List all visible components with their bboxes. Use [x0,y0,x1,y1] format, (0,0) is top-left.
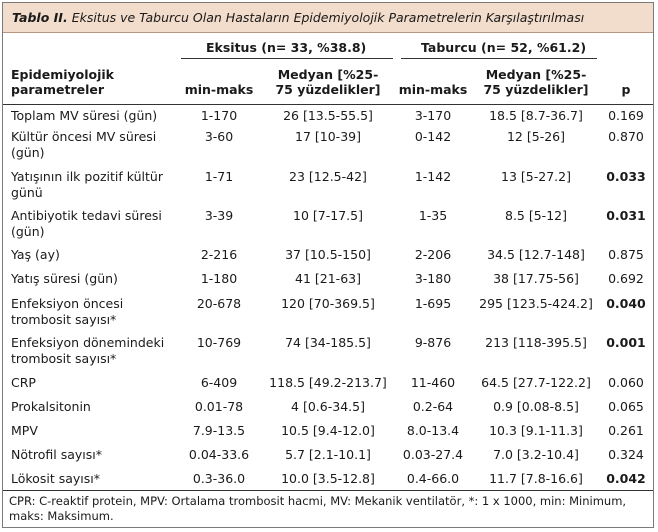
cell-median-eksitus: 37 [10.5-150] [285,247,371,262]
cell-range-taburcu: 0.2-64 [412,399,454,414]
cell-range-eksitus: 1-71 [204,169,234,184]
cell-range-eksitus: 20-678 [196,296,242,311]
cell-p-value: 0.065 [608,399,644,414]
cell-range-eksitus: 0.01-78 [194,399,244,414]
cell-range-taburcu: 2-206 [414,247,452,262]
cell-median-eksitus: 4 [0.6-34.5] [291,399,365,414]
cell-median-eksitus: 10 [7-17.5] [293,208,363,223]
header-range-taburcu: min-maks [398,82,468,97]
cell-range-eksitus: 1-170 [200,108,238,123]
cell-parameter-name: Yatış süresi (gün) [11,271,118,286]
cell-p-value: 0.324 [608,447,644,462]
cell-range-eksitus: 3-39 [204,208,234,223]
cell-range-eksitus: 0.04-33.6 [188,447,250,462]
cell-median-taburcu: 7.0 [3.2-10.4] [493,447,579,462]
cell-parameter-name: CRP [11,375,36,390]
cell-range-taburcu: 1-142 [414,169,452,184]
cell-range-eksitus: 6-409 [200,375,238,390]
cell-median-eksitus: 10.5 [9.4-12.0] [281,423,375,438]
cell-p-value: 0.042 [606,471,646,486]
cell-range-taburcu: 8.0-13.4 [406,423,460,438]
cell-median-taburcu: 38 [17.75-56] [493,271,579,286]
cell-range-taburcu: 1-695 [414,296,452,311]
cell-parameter-name: Prokalsitonin [11,399,91,414]
cell-median-eksitus: 74 [34-185.5] [285,335,371,350]
cell-parameter-name: MPV [11,423,38,438]
header-range-eksitus: min-maks [184,82,254,97]
group-taburcu-underline [401,58,597,59]
cell-median-taburcu: 18.5 [8.7-36.7] [489,108,583,123]
cell-median-taburcu: 12 [5-26] [506,129,565,144]
cell-parameter-name: Kültür öncesi MV süresi (gün) [11,129,157,160]
cell-parameter-name: Enfeksiyon öncesi trombosit sayısı* [11,296,124,327]
cell-p-value: 0.031 [606,208,646,223]
cell-p-value: 0.060 [608,375,644,390]
cell-range-eksitus: 2-216 [200,247,238,262]
footer-divider [3,490,653,491]
cell-median-eksitus: 5.7 [2.1-10.1] [285,447,371,462]
cell-p-value: 0.875 [608,247,644,262]
cell-median-taburcu: 10.3 [9.1-11.3] [489,423,583,438]
cell-median-taburcu: 8.5 [5-12] [505,208,567,223]
group-taburcu-header: Taburcu (n= 52, %61.2) [421,40,587,55]
cell-range-eksitus: 3-60 [204,129,234,144]
cell-range-taburcu: 0.03-27.4 [402,447,464,462]
cell-range-taburcu: 1-35 [418,208,448,223]
cell-median-eksitus: 26 [13.5-55.5] [283,108,373,123]
cell-median-eksitus: 17 [10-39] [295,129,361,144]
cell-range-taburcu: 3-170 [414,108,452,123]
cell-median-taburcu: 11.7 [7.8-16.6] [489,471,583,486]
cell-range-eksitus: 7.9-13.5 [192,423,246,438]
cell-median-taburcu: 34.5 [12.7-148] [487,247,585,262]
cell-p-value: 0.040 [606,296,646,311]
cell-range-eksitus: 10-769 [196,335,242,350]
table-footnote: CPR: C-reaktif protein, MPV: Ortalama tr… [9,494,627,523]
cell-range-taburcu: 0.4-66.0 [406,471,460,486]
header-p-value: p [621,82,631,97]
cell-median-eksitus: 10.0 [3.5-12.8] [281,471,375,486]
header-median-taburcu: Medyan [%25-75 yüzdelikler] [483,67,589,97]
cell-range-taburcu: 3-180 [414,271,452,286]
cell-p-value: 0.001 [606,335,646,350]
cell-p-value: 0.169 [608,108,644,123]
table-label: Tablo II. [12,10,68,25]
table-title: Tablo II. Eksitus ve Taburcu Olan Hastal… [12,10,584,25]
cell-p-value: 0.261 [608,423,644,438]
cell-p-value: 0.692 [608,271,644,286]
cell-median-eksitus: 41 [21-63] [295,271,361,286]
cell-range-taburcu: 11-460 [410,375,456,390]
cell-parameter-name: Yatışının ilk pozitif kültür günü [11,169,163,200]
cell-median-taburcu: 13 [5-27.2] [501,169,571,184]
cell-parameter-name: Enfeksiyon dönemindeki trombosit sayısı* [11,335,165,366]
cell-median-taburcu: 64.5 [27.7-122.2] [481,375,591,390]
header-median-eksitus: Medyan [%25-75 yüzdelikler] [275,67,381,97]
cell-parameter-name: Nötrofil sayısı* [11,447,103,462]
table-frame: Tablo II. Eksitus ve Taburcu Olan Hastal… [2,2,654,528]
cell-median-eksitus: 118.5 [49.2-213.7] [269,375,387,390]
cell-range-eksitus: 0.3-36.0 [192,471,246,486]
cell-median-eksitus: 23 [12.5-42] [289,169,367,184]
group-eksitus-underline [181,58,393,59]
cell-p-value: 0.870 [608,129,644,144]
group-eksitus-header: Eksitus (n= 33, %38.8) [206,40,367,55]
cell-p-value: 0.033 [606,169,646,184]
cell-median-taburcu: 213 [118-395.5] [485,335,587,350]
cell-median-eksitus: 120 [70-369.5] [281,296,375,311]
cell-parameter-name: Yaş (ay) [11,247,60,262]
header-parameters: Epidemiyolojik parametreler [11,67,114,97]
cell-median-taburcu: 295 [123.5-424.2] [479,296,593,311]
table-title-text: Eksitus ve Taburcu Olan Hastaların Epide… [71,10,585,25]
cell-parameter-name: Lökosit sayısı* [11,471,100,486]
cell-parameter-name: Antibiyotik tedavi süresi (gün) [11,208,162,239]
header-divider [3,104,653,105]
title-bar: Tablo II. Eksitus ve Taburcu Olan Hastal… [3,3,653,33]
cell-range-taburcu: 9-876 [414,335,452,350]
cell-median-taburcu: 0.9 [0.08-8.5] [493,399,579,414]
cell-range-taburcu: 0-142 [414,129,452,144]
cell-parameter-name: Toplam MV süresi (gün) [11,108,158,123]
cell-range-eksitus: 1-180 [200,271,238,286]
